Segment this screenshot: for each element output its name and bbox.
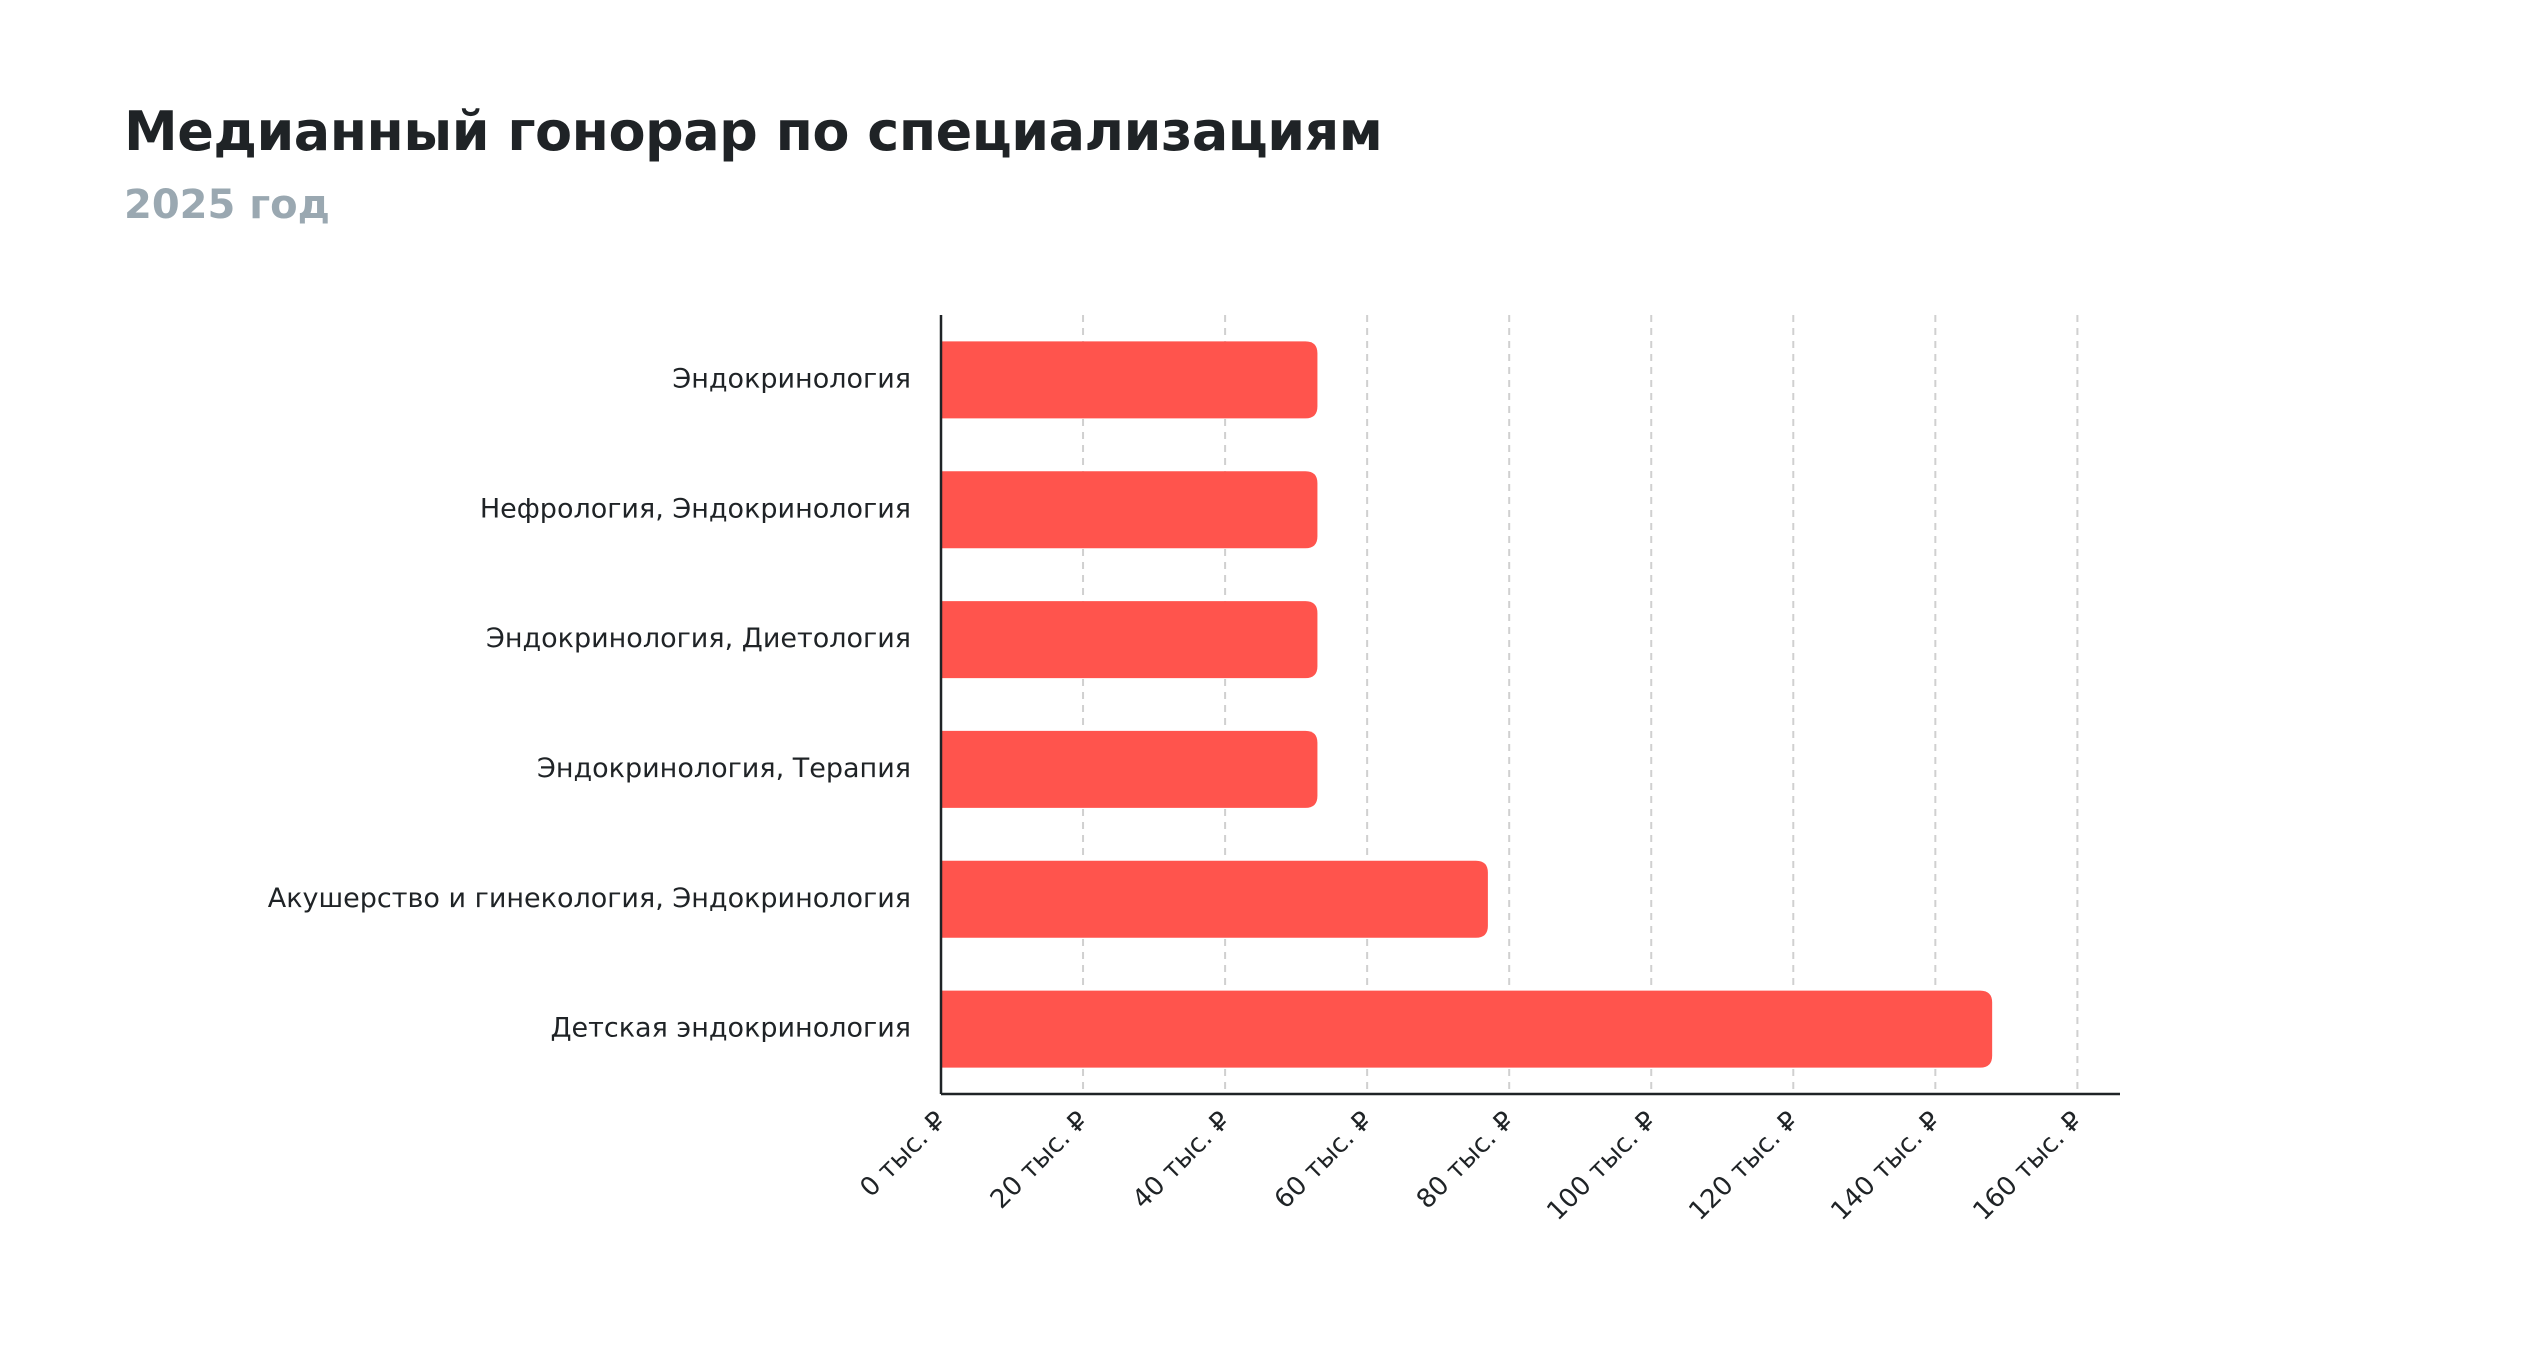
category-label: Эндокринология [672, 363, 911, 394]
category-label: Эндокринология, Терапия [537, 753, 911, 784]
x-tick-label: 140 тыс. ₽ [1825, 1106, 1946, 1227]
x-tick-label: 0 тыс. ₽ [854, 1106, 951, 1203]
bars [941, 341, 1993, 1068]
page-title: Медианный гонорар по специализациям [124, 100, 1383, 163]
bar [941, 990, 1993, 1068]
x-tick-label: 20 тыс. ₽ [985, 1106, 1094, 1215]
category-label: Акушерство и гинекология, Эндокринология [268, 883, 911, 914]
page-subtitle: 2025 год [124, 182, 330, 228]
category-label: Детская эндокринология [550, 1013, 911, 1044]
category-label: Нефрология, Эндокринология [480, 493, 911, 524]
x-tick-label: 60 тыс. ₽ [1269, 1106, 1378, 1215]
x-tick-label: 120 тыс. ₽ [1683, 1106, 1804, 1227]
grid-lines [1082, 315, 2079, 1094]
category-labels: Эндокринология Нефрология, Эндокринология… [268, 363, 911, 1043]
bar [941, 341, 1318, 419]
bar [941, 730, 1318, 808]
bar [941, 471, 1318, 549]
x-tick-label: 40 тыс. ₽ [1127, 1106, 1236, 1215]
x-tick-label: 80 тыс. ₽ [1411, 1106, 1520, 1215]
tick-labels: 0 тыс. ₽ 20 тыс. ₽ 40 тыс. ₽ 60 тыс. ₽ 80 ты… [854, 1106, 2088, 1227]
axes [939, 315, 2120, 1096]
x-tick-label: 100 тыс. ₽ [1541, 1106, 1662, 1227]
bar [941, 860, 1488, 938]
bar [941, 601, 1318, 679]
x-tick-label: 160 тыс. ₽ [1967, 1106, 2088, 1227]
category-label: Эндокринология, Диетология [486, 623, 911, 654]
